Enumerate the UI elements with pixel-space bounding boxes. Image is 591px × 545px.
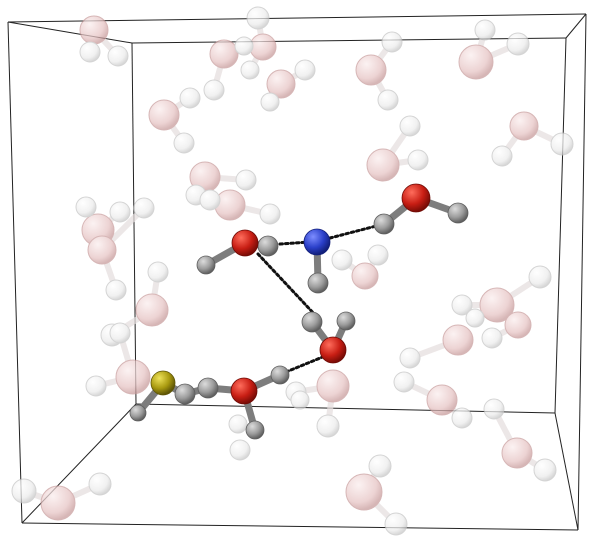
sulfur-atom bbox=[150, 370, 176, 396]
oxygen-atom bbox=[401, 183, 431, 213]
simulation-box-edges bbox=[7, 13, 587, 531]
nitrogen-atom bbox=[303, 228, 331, 256]
oxygen-atom bbox=[231, 229, 259, 257]
solute-molecule bbox=[129, 183, 469, 440]
oxygen-atom bbox=[319, 336, 347, 364]
oxygen-atom bbox=[230, 377, 258, 405]
water-molecules bbox=[11, 6, 574, 536]
